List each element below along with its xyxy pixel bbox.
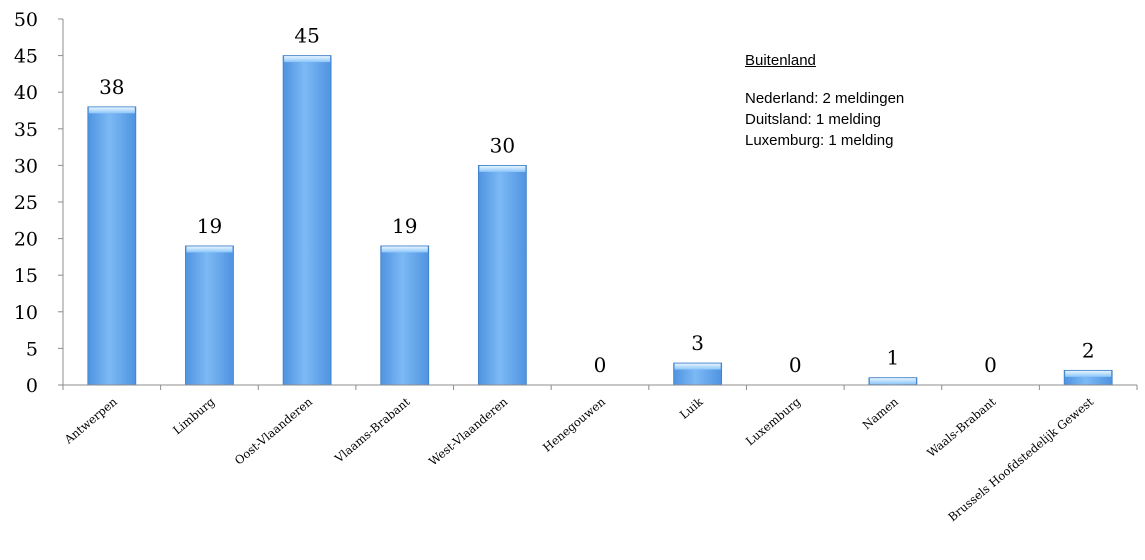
x-tick-label: Oost-Vlaanderen <box>232 394 316 467</box>
bar-highlight <box>674 363 721 370</box>
note-line: Luxemburg: 1 melding <box>745 132 894 149</box>
bar <box>87 106 137 386</box>
x-tick-label: Henegouwen <box>540 394 608 454</box>
data-label: 45 <box>294 24 319 48</box>
y-tick-label: 40 <box>14 82 38 104</box>
y-tick-label: 5 <box>26 338 38 360</box>
y-tick-label: 0 <box>26 375 38 397</box>
bar-highlight <box>1065 370 1112 377</box>
bar-highlight <box>869 378 916 385</box>
bar <box>868 377 918 386</box>
bar <box>185 245 234 386</box>
bar-highlight <box>479 165 526 172</box>
y-tick-label: 45 <box>14 46 38 68</box>
data-label: 0 <box>789 353 802 377</box>
y-tick-label: 15 <box>14 265 38 287</box>
bars <box>87 55 1113 386</box>
data-label: 30 <box>490 133 515 157</box>
note-line: Duitsland: 1 melding <box>745 111 881 128</box>
data-label: 38 <box>99 75 124 99</box>
bar <box>477 164 527 386</box>
data-label: 2 <box>1082 338 1095 362</box>
bar-body <box>380 245 430 386</box>
data-label: 19 <box>197 214 222 238</box>
x-tick-label: Luik <box>677 394 706 422</box>
y-tick-label: 35 <box>14 119 38 141</box>
note-line: Nederland: 2 meldingen <box>745 90 905 107</box>
x-axis: Antwerpen Limburg Oost-Vlaanderen Vlaams-Br… <box>61 384 1138 524</box>
y-tick-label: 20 <box>14 229 38 251</box>
data-label: 0 <box>594 353 607 377</box>
data-label: 0 <box>984 353 997 377</box>
x-tick-label: Vlaams-Brabant <box>331 394 413 466</box>
bar-highlight <box>186 246 233 253</box>
bar-highlight <box>88 107 135 114</box>
x-tick-label: Luxemburg <box>743 394 804 448</box>
x-tick-label: West-Vlaanderen <box>426 394 511 468</box>
bar-body <box>477 164 527 386</box>
bar <box>1063 369 1113 386</box>
y-tick-label: 25 <box>14 192 38 214</box>
bar-body <box>282 55 332 386</box>
x-tick-label: Antwerpen <box>61 394 120 447</box>
x-tick-label: Waals-Brabant <box>924 394 998 460</box>
buitenland-note: Buitenland Nederland: 2 meldingen Duitsl… <box>745 50 904 151</box>
y-axis: 0 5 10 15 20 25 30 35 40 45 50 <box>14 9 64 397</box>
data-label: 3 <box>691 331 704 355</box>
y-tick-label: 50 <box>14 9 38 31</box>
data-label: 1 <box>887 346 900 370</box>
data-label: 19 <box>392 214 417 238</box>
bar-highlight <box>284 56 331 63</box>
x-tick-label: Namen <box>860 394 902 432</box>
bar-highlight <box>381 246 428 253</box>
bar-body <box>185 245 234 386</box>
note-title: Buitenland <box>745 52 816 69</box>
bar <box>380 245 430 386</box>
y-tick-label: 10 <box>14 302 38 324</box>
bar <box>673 362 723 386</box>
y-tick-label: 30 <box>14 155 38 177</box>
bar <box>282 55 332 386</box>
bar-body <box>87 106 137 386</box>
x-tick-label: Limburg <box>170 394 218 437</box>
